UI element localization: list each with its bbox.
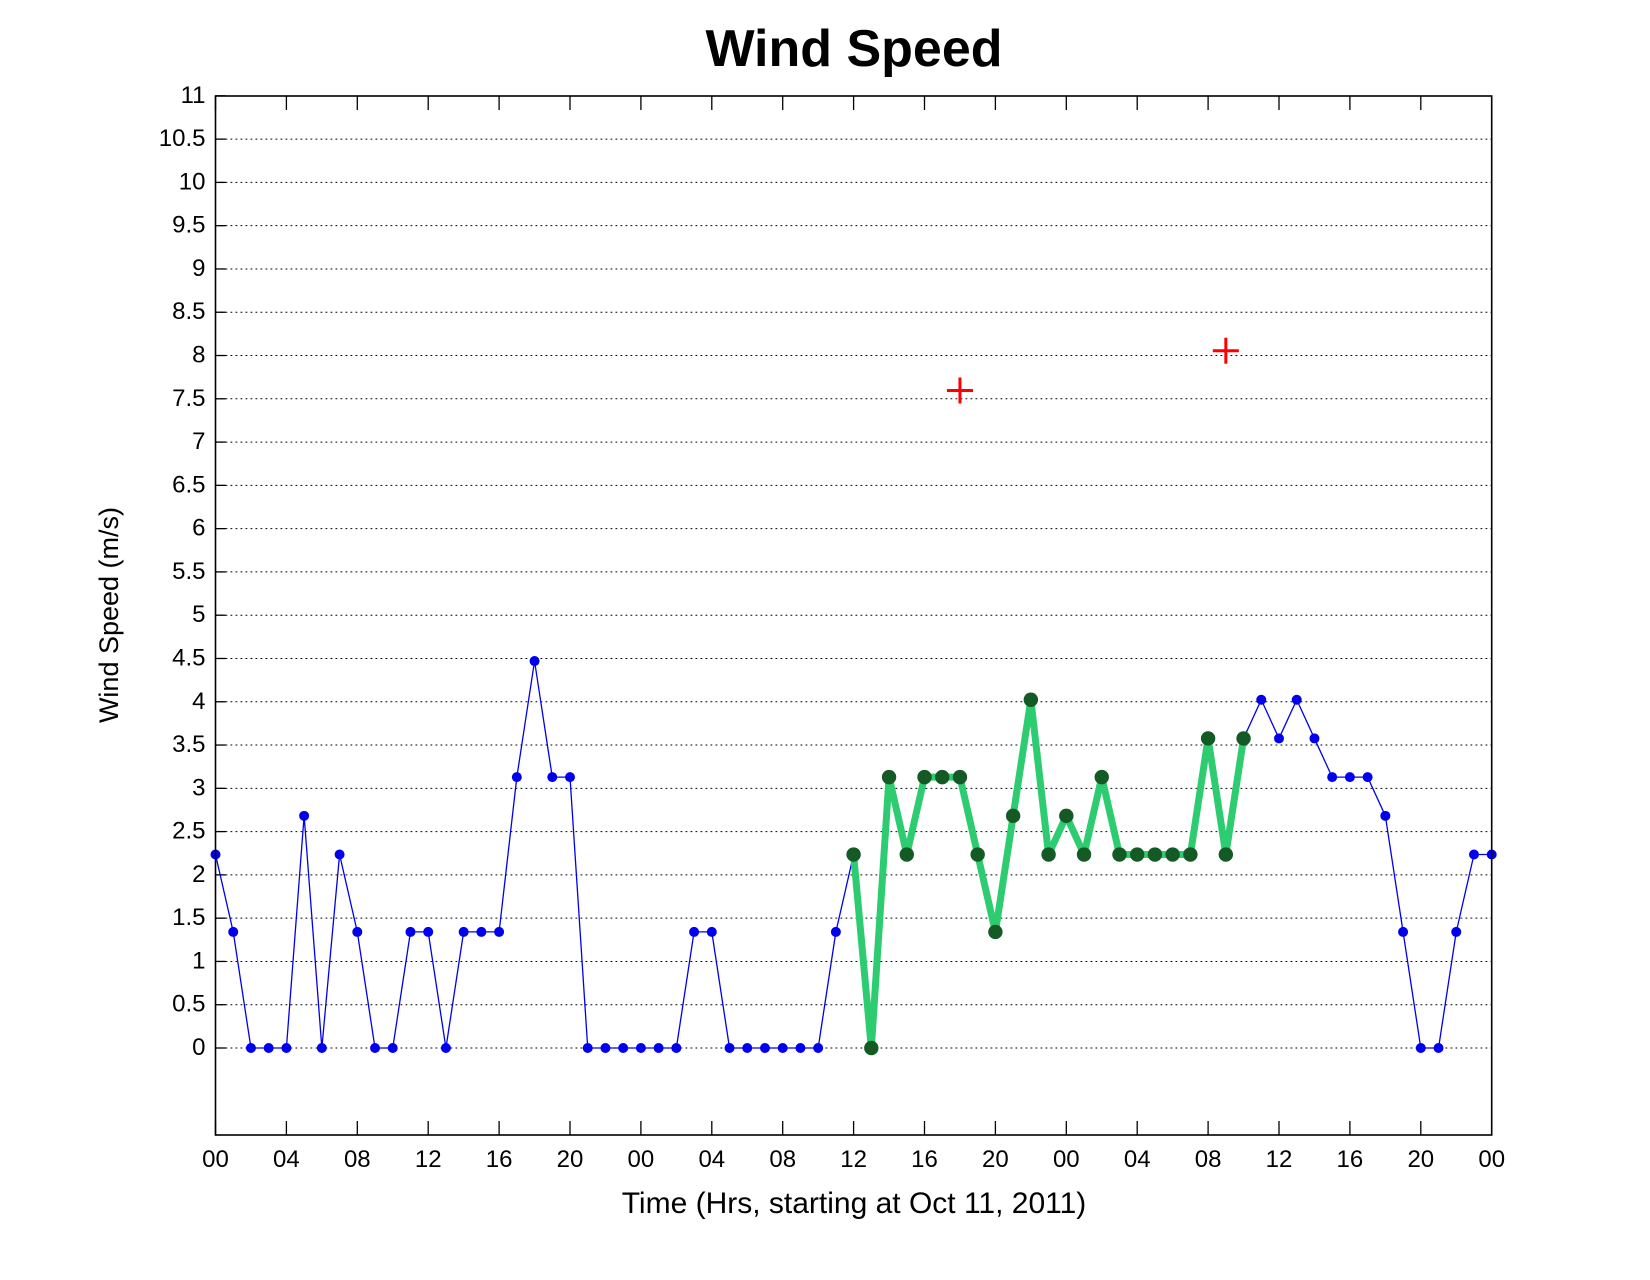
svg-text:1: 1 <box>192 947 205 974</box>
svg-text:20: 20 <box>557 1146 584 1173</box>
svg-text:16: 16 <box>486 1146 513 1173</box>
svg-text:04: 04 <box>1124 1146 1151 1173</box>
svg-text:6.5: 6.5 <box>172 471 205 498</box>
svg-text:08: 08 <box>344 1146 371 1173</box>
svg-text:20: 20 <box>1407 1146 1434 1173</box>
svg-text:08: 08 <box>769 1146 796 1173</box>
svg-text:00: 00 <box>1478 1146 1505 1173</box>
svg-text:Wind Speed: Wind Speed <box>705 20 1002 78</box>
svg-text:3: 3 <box>192 774 205 801</box>
svg-text:04: 04 <box>273 1146 300 1173</box>
svg-text:5: 5 <box>192 601 205 628</box>
svg-text:10.5: 10.5 <box>159 125 206 152</box>
svg-text:7.5: 7.5 <box>172 385 205 412</box>
svg-text:0.5: 0.5 <box>172 991 205 1018</box>
svg-text:4.5: 4.5 <box>172 644 205 671</box>
svg-text:08: 08 <box>1195 1146 1222 1173</box>
svg-text:04: 04 <box>698 1146 725 1173</box>
svg-text:9.5: 9.5 <box>172 212 205 239</box>
svg-text:12: 12 <box>840 1146 867 1173</box>
svg-text:12: 12 <box>415 1146 442 1173</box>
svg-text:20: 20 <box>982 1146 1009 1173</box>
svg-text:9: 9 <box>192 255 205 282</box>
svg-text:7: 7 <box>192 428 205 455</box>
svg-text:1.5: 1.5 <box>172 904 205 931</box>
svg-text:8.5: 8.5 <box>172 298 205 325</box>
svg-text:0: 0 <box>192 1034 205 1061</box>
svg-text:3.5: 3.5 <box>172 731 205 758</box>
svg-text:10: 10 <box>179 168 206 195</box>
svg-text:00: 00 <box>202 1146 229 1173</box>
svg-text:2.5: 2.5 <box>172 818 205 845</box>
svg-text:16: 16 <box>1337 1146 1364 1173</box>
svg-text:6: 6 <box>192 515 205 542</box>
svg-text:11: 11 <box>181 82 206 109</box>
svg-text:00: 00 <box>628 1146 655 1173</box>
svg-text:Time (Hrs, starting at Oct 11,: Time (Hrs, starting at Oct 11, 2011) <box>622 1187 1087 1220</box>
svg-text:8: 8 <box>192 342 205 369</box>
svg-text:2: 2 <box>192 861 205 888</box>
svg-text:5.5: 5.5 <box>172 558 205 585</box>
svg-text:12: 12 <box>1266 1146 1293 1173</box>
svg-text:4: 4 <box>192 688 205 715</box>
svg-text:16: 16 <box>911 1146 938 1173</box>
svg-text:Wind Speed (m/s): Wind Speed (m/s) <box>94 507 124 723</box>
svg-text:00: 00 <box>1053 1146 1080 1173</box>
